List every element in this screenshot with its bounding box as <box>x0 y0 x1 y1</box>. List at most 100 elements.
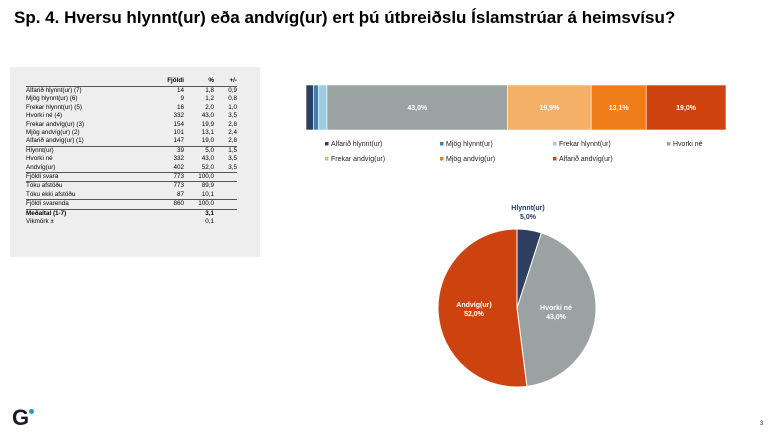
table-header-margin: +/- <box>214 77 237 87</box>
table-cell-label: Fjöldi svarenda <box>26 199 148 210</box>
table-row: Hvorki né (4) 332 43,0 3,5 <box>26 112 237 120</box>
table-cell-percent: 0,1 <box>205 218 214 226</box>
table-row: Frekar andvíg(ur) (3) 154 19,9 2,8 <box>26 121 237 129</box>
table-row: Tóku afstöðu 773 89,9 <box>26 182 237 191</box>
table-cell-percent: 19,9 <box>201 120 214 128</box>
table-header-row: Fjöldi % +/- <box>26 77 237 87</box>
table-cell-count: 402 <box>148 163 184 174</box>
legend-label: Frekar andvíg(ur) <box>331 156 385 163</box>
legend-swatch <box>553 157 557 161</box>
legend-swatch <box>325 157 329 161</box>
table-cell-count: 16 <box>176 103 184 111</box>
table-row: Alfarið hlynnt(ur) (7) 14 1,8 0,9 <box>26 87 237 96</box>
table-cell-count: 14 <box>176 87 184 94</box>
table-cell-count: 87 <box>148 190 184 201</box>
table-cell-percent: 13,1 <box>201 129 214 137</box>
table-cell-count: 332 <box>173 155 184 163</box>
pie-category-label: Hvorki né <box>540 305 572 312</box>
table-cell-margin: 3,5 <box>228 155 237 163</box>
legend-label: Mjög andvíg(ur) <box>446 156 495 163</box>
table-row: Frekar hlynnt(ur) (5) 16 2,0 1,0 <box>26 104 237 112</box>
table-cell-label: Frekar hlynnt(ur) (5) <box>26 103 82 111</box>
table-cell-label: Mjög hlynnt(ur) (6) <box>26 95 78 103</box>
legend-swatch <box>325 142 329 146</box>
pie-slice <box>437 228 528 388</box>
table-cell-percent: 100,0 <box>184 172 214 183</box>
pie-value-label: 5,0% <box>520 214 537 221</box>
table-cell-margin: 1,5 <box>228 146 237 154</box>
bar-data-label: 13,1% <box>609 105 630 112</box>
table-cell-margin <box>214 199 237 210</box>
table-cell-count: 147 <box>148 137 184 147</box>
table-row: Alfarið andvíg(ur) (1) 147 19,0 2,8 <box>26 137 237 147</box>
table-row: Hvorki né 332 43,0 3,5 <box>26 155 237 163</box>
table-cell-percent: 19,0 <box>184 137 214 147</box>
table-cell-label: Alfarið andvíg(ur) (1) <box>26 137 148 147</box>
frequency-table-panel: Fjöldi % +/- Alfarið hlynnt(ur) (7) 14 1,8… <box>10 67 260 257</box>
table-cell-label: Hlynnt(ur) <box>26 146 54 154</box>
table-row: Andvíg(ur) 402 52,0 3,5 <box>26 163 237 174</box>
table-cell-count: 860 <box>148 199 184 210</box>
table-cell-label: Fjöldi svara <box>26 172 148 183</box>
table-cell-label: Alfarið hlynnt(ur) (7) <box>26 87 82 94</box>
table-cell-count: 773 <box>173 182 184 190</box>
company-logo: G <box>12 405 30 430</box>
legend-label: Hvorki né <box>673 141 703 148</box>
table-cell-label: Tóku ekki afstöðu <box>26 190 148 201</box>
bar-data-label: 19,9% <box>539 105 560 112</box>
table-header-percent: % <box>184 77 214 87</box>
legend-label: Mjög hlynnt(ur) <box>446 141 493 148</box>
legend-swatch <box>553 142 557 146</box>
table-cell-label: Mjög andvíg(ur) (2) <box>26 129 80 137</box>
table-cell-margin: 2,8 <box>214 137 237 147</box>
legend-swatch <box>440 142 444 146</box>
table-cell-margin: 3,5 <box>228 112 237 120</box>
page-number: 3 <box>760 421 764 427</box>
table-cell-percent: 1,8 <box>205 87 214 94</box>
bar-data-label: 19,0% <box>676 105 697 112</box>
table-cell-percent: 43,0 <box>201 155 214 163</box>
table-cell-label: Frekar andvíg(ur) (3) <box>26 120 85 128</box>
table-cell-margin: 2,4 <box>228 129 237 137</box>
bar-segment <box>507 84 592 131</box>
table-body: Alfarið hlynnt(ur) (7) 14 1,8 0,9 Mjög hlynn… <box>26 87 237 227</box>
table-cell-count: 773 <box>148 172 184 183</box>
table-row: Mjög andvíg(ur) (2) 101 13,1 2,4 <box>26 129 237 137</box>
table-cell-count: 154 <box>173 120 184 128</box>
table-cell-percent: 5,0 <box>205 146 214 154</box>
pie-value-label: 52,0% <box>464 311 485 318</box>
table-cell-percent: 43,0 <box>201 112 214 120</box>
table-cell-percent: 10,1 <box>184 190 214 201</box>
pie-category-label: Andvíg(ur) <box>456 302 491 309</box>
pie-slice <box>516 232 597 387</box>
table-cell-count: 101 <box>173 129 184 137</box>
table-header-count: Fjöldi <box>148 77 184 87</box>
table-row: Mjög hlynnt(ur) (6) 9 1,2 0,8 <box>26 95 237 103</box>
table-row: Hlynnt(ur) 39 5,0 1,5 <box>26 146 237 155</box>
bar-segment <box>318 84 328 131</box>
legend-label: Frekar hlynnt(ur) <box>559 141 611 148</box>
table-cell-label: Meðaltal (1-7) <box>26 209 67 217</box>
table-cell-percent: 1,2 <box>205 95 214 103</box>
bar-segment <box>305 84 314 131</box>
table-cell-margin: 0,9 <box>228 87 237 94</box>
bar-segment <box>590 84 647 131</box>
table-row: Meðaltal (1-7) 3,1 <box>26 209 237 218</box>
table-cell-percent: 100,0 <box>184 199 214 210</box>
table-cell-label: Vikmörk ± <box>26 218 54 226</box>
legend-label: Alfarið andvíg(ur) <box>559 155 613 163</box>
table-cell-label: Tóku afstöðu <box>26 182 63 190</box>
legend-swatch <box>667 142 671 146</box>
table-cell-count: 332 <box>173 112 184 120</box>
table-cell-percent: 2,0 <box>205 103 214 111</box>
legend-swatch <box>440 157 444 161</box>
table-cell-margin: 0,8 <box>228 95 237 103</box>
table-row: Fjöldi svarenda 860 100,0 <box>26 199 237 210</box>
table-cell-count: 9 <box>180 95 184 103</box>
frequency-table: Fjöldi % +/- Alfarið hlynnt(ur) (7) 14 1,8… <box>26 77 237 227</box>
bar-data-label: 43,0% <box>407 105 428 112</box>
table-cell-margin: 1,0 <box>228 103 237 111</box>
page-title: Sp. 4. Hversu hlynnt(ur) eða andvíg(ur) … <box>14 8 676 27</box>
table-cell-count: 39 <box>176 146 184 154</box>
